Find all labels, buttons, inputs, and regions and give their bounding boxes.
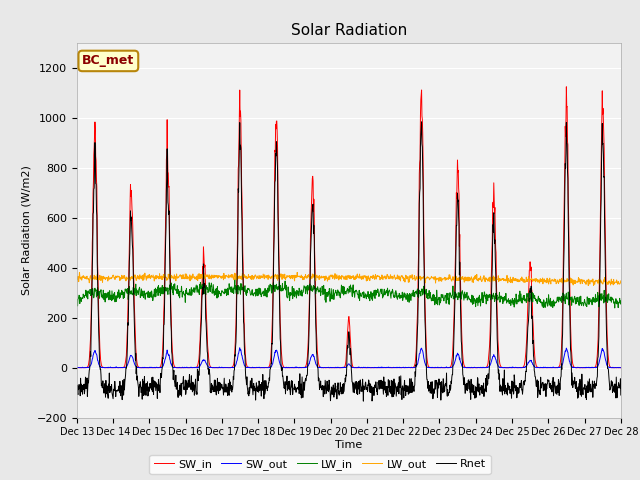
Rnet: [360, 398, 367, 404]
SW_out: [553, 365, 561, 371]
LW_out: [584, 283, 592, 288]
SW_out: [180, 364, 188, 370]
Line: LW_out: LW_out: [77, 273, 621, 286]
LW_out: [194, 278, 202, 284]
Text: BC_met: BC_met: [82, 54, 134, 67]
X-axis label: Time: Time: [335, 440, 362, 450]
SW_out: [194, 364, 202, 370]
SW_in: [194, 362, 202, 368]
Line: SW_out: SW_out: [77, 348, 621, 368]
LW_out: [255, 276, 262, 281]
LW_in: [73, 301, 81, 307]
Rnet: [505, 387, 513, 393]
Rnet: [194, 367, 202, 373]
LW_out: [505, 276, 513, 281]
LW_out: [553, 280, 561, 286]
Rnet: [553, 392, 561, 397]
LW_out: [73, 279, 81, 285]
LW_in: [231, 276, 239, 282]
SW_in: [505, 365, 513, 371]
LW_in: [180, 292, 188, 298]
SW_out: [617, 365, 625, 371]
Rnet: [434, 383, 442, 388]
Title: Solar Radiation: Solar Radiation: [291, 23, 407, 38]
Line: SW_in: SW_in: [77, 87, 621, 368]
LW_in: [255, 285, 263, 291]
SW_in: [255, 365, 262, 371]
LW_in: [505, 296, 513, 301]
LW_out: [617, 278, 625, 284]
SW_in: [434, 365, 442, 371]
LW_out: [293, 270, 301, 276]
SW_in: [73, 365, 81, 371]
LW_out: [434, 276, 442, 281]
Y-axis label: Solar Radiation (W/m2): Solar Radiation (W/m2): [21, 166, 31, 295]
LW_in: [194, 285, 202, 291]
Legend: SW_in, SW_out, LW_in, LW_out, Rnet: SW_in, SW_out, LW_in, LW_out, Rnet: [150, 455, 490, 474]
Line: LW_in: LW_in: [77, 279, 621, 308]
SW_out: [255, 364, 263, 370]
Rnet: [180, 387, 188, 393]
LW_in: [617, 301, 625, 307]
Rnet: [617, 392, 625, 398]
Rnet: [255, 389, 262, 395]
SW_out: [73, 365, 81, 371]
LW_out: [180, 276, 188, 282]
SW_out: [236, 345, 244, 351]
SW_in: [553, 365, 561, 371]
SW_out: [505, 365, 513, 371]
Rnet: [73, 384, 81, 390]
SW_in: [563, 84, 570, 90]
LW_in: [553, 299, 561, 305]
LW_in: [434, 302, 442, 308]
Rnet: [418, 119, 426, 125]
SW_in: [180, 365, 188, 371]
SW_in: [617, 365, 625, 371]
SW_in: [364, 365, 371, 371]
LW_in: [611, 305, 619, 311]
Line: Rnet: Rnet: [77, 122, 621, 401]
SW_out: [434, 365, 442, 371]
